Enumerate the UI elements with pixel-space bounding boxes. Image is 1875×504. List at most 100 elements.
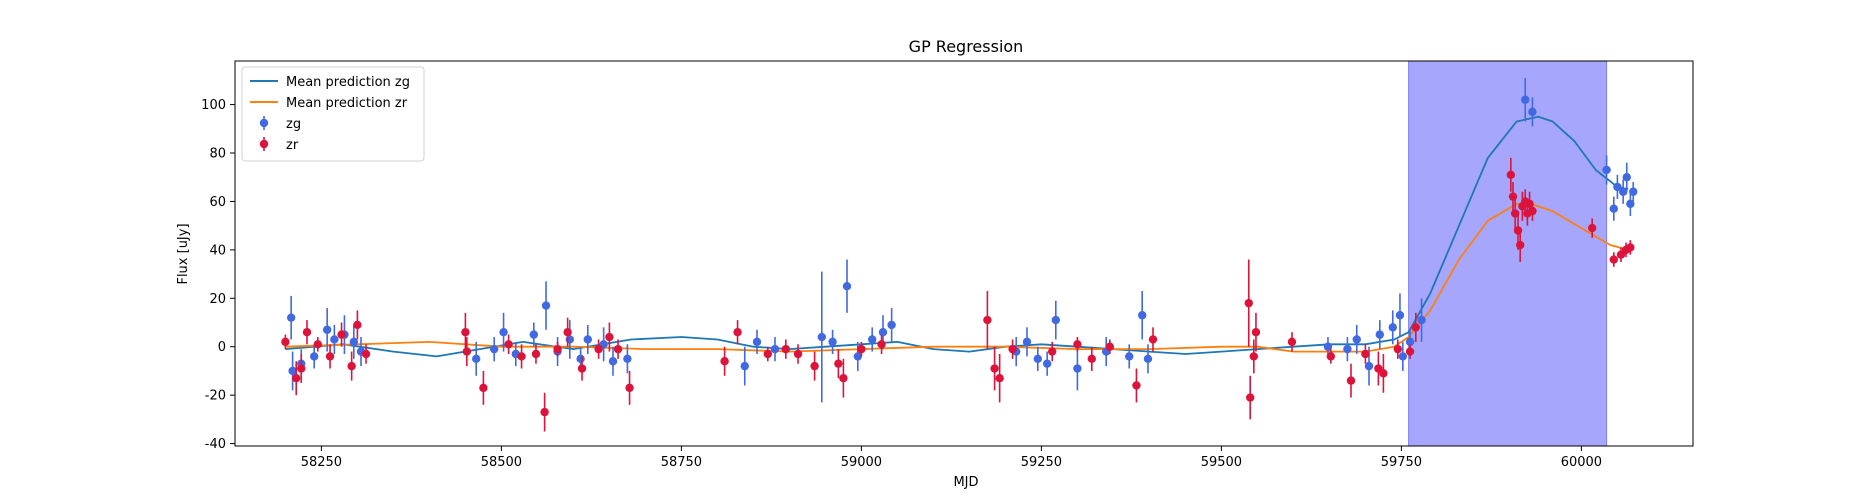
data-point-zg-43 (1343, 344, 1352, 354)
data-point-zr-29 (810, 361, 819, 371)
data-point-zg-33 (1022, 337, 1032, 347)
data-point-zg-53 (1528, 107, 1537, 117)
data-point-zg-11 (499, 327, 508, 337)
data-point-zr-20 (594, 344, 603, 354)
data-point-zr-66 (1528, 206, 1537, 216)
data-point-zg-48 (1395, 311, 1405, 320)
data-point-zg-21 (623, 354, 632, 364)
data-point-zg-27 (842, 281, 852, 291)
data-point-zg-29 (868, 335, 877, 344)
data-point-zr-7 (347, 361, 356, 371)
data-point-zg-60 (1629, 187, 1638, 196)
data-point-zr-21 (605, 332, 614, 342)
data-point-zg-46 (1375, 330, 1385, 339)
data-point-zr-9 (361, 349, 371, 359)
data-point-zg-54 (1602, 165, 1611, 175)
data-point-zr-27 (781, 344, 790, 354)
x-axis-label: MJD (953, 475, 978, 490)
data-point-zr-47 (1251, 327, 1261, 337)
data-point-zr-50 (1346, 376, 1356, 385)
data-point-zg-3 (310, 352, 319, 361)
data-point-zr-24 (720, 357, 729, 366)
y-tick-label: 100 (201, 98, 226, 113)
data-point-zr-33 (877, 340, 886, 349)
data-point-zg-4 (322, 325, 332, 334)
data-point-zg-14 (541, 301, 551, 310)
data-point-zg-23 (752, 337, 762, 347)
data-point-zr-14 (517, 352, 526, 361)
data-point-zg-26 (828, 337, 837, 347)
data-point-zr-31 (839, 374, 848, 383)
data-point-zg-18 (583, 335, 592, 344)
data-point-zr-51 (1361, 349, 1370, 359)
data-point-zr-10 (461, 327, 470, 337)
data-point-zr-28 (793, 349, 803, 359)
data-point-zr-71 (1626, 243, 1635, 252)
data-point-zr-4 (313, 340, 322, 349)
data-point-zr-57 (1506, 170, 1516, 180)
shaded-region (1408, 60, 1608, 447)
data-point-zg-42 (1323, 342, 1333, 351)
data-point-zr-30 (834, 359, 843, 368)
y-tick-label: -20 (205, 389, 226, 404)
y-tick-label: 0 (218, 340, 226, 355)
data-point-zr-34 (983, 315, 992, 325)
data-point-zr-56 (1411, 323, 1421, 332)
data-point-zr-0 (281, 337, 290, 347)
data-point-zg-20 (608, 357, 618, 366)
x-tick-label: 58750 (661, 455, 702, 470)
data-point-zg-13 (529, 330, 538, 339)
data-point-zr-36 (995, 374, 1004, 383)
data-point-zg-37 (1073, 364, 1082, 373)
data-point-zr-54 (1393, 344, 1403, 354)
data-point-zg-10 (490, 344, 499, 354)
data-point-zr-15 (531, 349, 541, 359)
data-point-zg-40 (1138, 311, 1147, 320)
y-tick-label: -40 (205, 437, 226, 452)
legend: Mean prediction zg Mean prediction zr zg zr (241, 66, 425, 162)
data-point-zg-39 (1125, 352, 1134, 361)
data-point-zr-35 (990, 364, 999, 373)
data-point-zg-7 (349, 337, 358, 347)
y-tick-label: 80 (209, 147, 226, 162)
data-point-zg-25 (817, 332, 826, 342)
data-point-zr-25 (733, 327, 742, 337)
data-point-zg-35 (1042, 359, 1052, 368)
legend-marker-swatch (259, 139, 269, 149)
data-point-zr-3 (302, 327, 312, 337)
data-point-zg-50 (1405, 337, 1415, 347)
data-point-zg-22 (740, 361, 749, 371)
data-point-zr-44 (1244, 298, 1253, 308)
x-tick-label: 58500 (481, 455, 522, 470)
axes-frame (234, 60, 1694, 447)
data-point-zr-45 (1246, 393, 1255, 402)
x-tick-label: 59000 (841, 455, 882, 470)
data-point-zg-52 (1521, 95, 1530, 104)
data-point-zr-18 (563, 327, 572, 337)
data-point-zr-16 (540, 407, 549, 417)
chart-title: GP Regression (909, 37, 1024, 56)
x-tick-label: 59750 (1381, 455, 1422, 470)
data-point-zg-55 (1609, 204, 1619, 213)
data-point-zr-38 (1048, 347, 1057, 356)
data-point-zg-17 (576, 354, 585, 364)
data-point-zr-40 (1087, 354, 1097, 364)
data-point-zg-59 (1626, 199, 1635, 209)
legend-label: Mean prediction zr (286, 96, 408, 111)
data-point-zg-44 (1352, 335, 1361, 344)
data-point-zr-5 (325, 352, 335, 361)
data-point-zr-6 (337, 330, 346, 339)
data-point-zg-5 (330, 335, 339, 344)
data-point-zg-45 (1364, 361, 1374, 371)
data-point-zr-55 (1405, 347, 1415, 356)
data-point-zr-53 (1379, 369, 1388, 378)
data-point-zr-26 (763, 349, 772, 359)
data-point-zg-47 (1388, 323, 1397, 332)
data-point-zg-41 (1143, 354, 1153, 364)
legend-label: zg (286, 117, 301, 132)
data-point-zr-67 (1588, 223, 1597, 233)
data-point-zg-58 (1622, 173, 1631, 182)
y-axis-label: Flux [uJy] (176, 223, 191, 284)
data-point-zr-23 (625, 383, 634, 393)
